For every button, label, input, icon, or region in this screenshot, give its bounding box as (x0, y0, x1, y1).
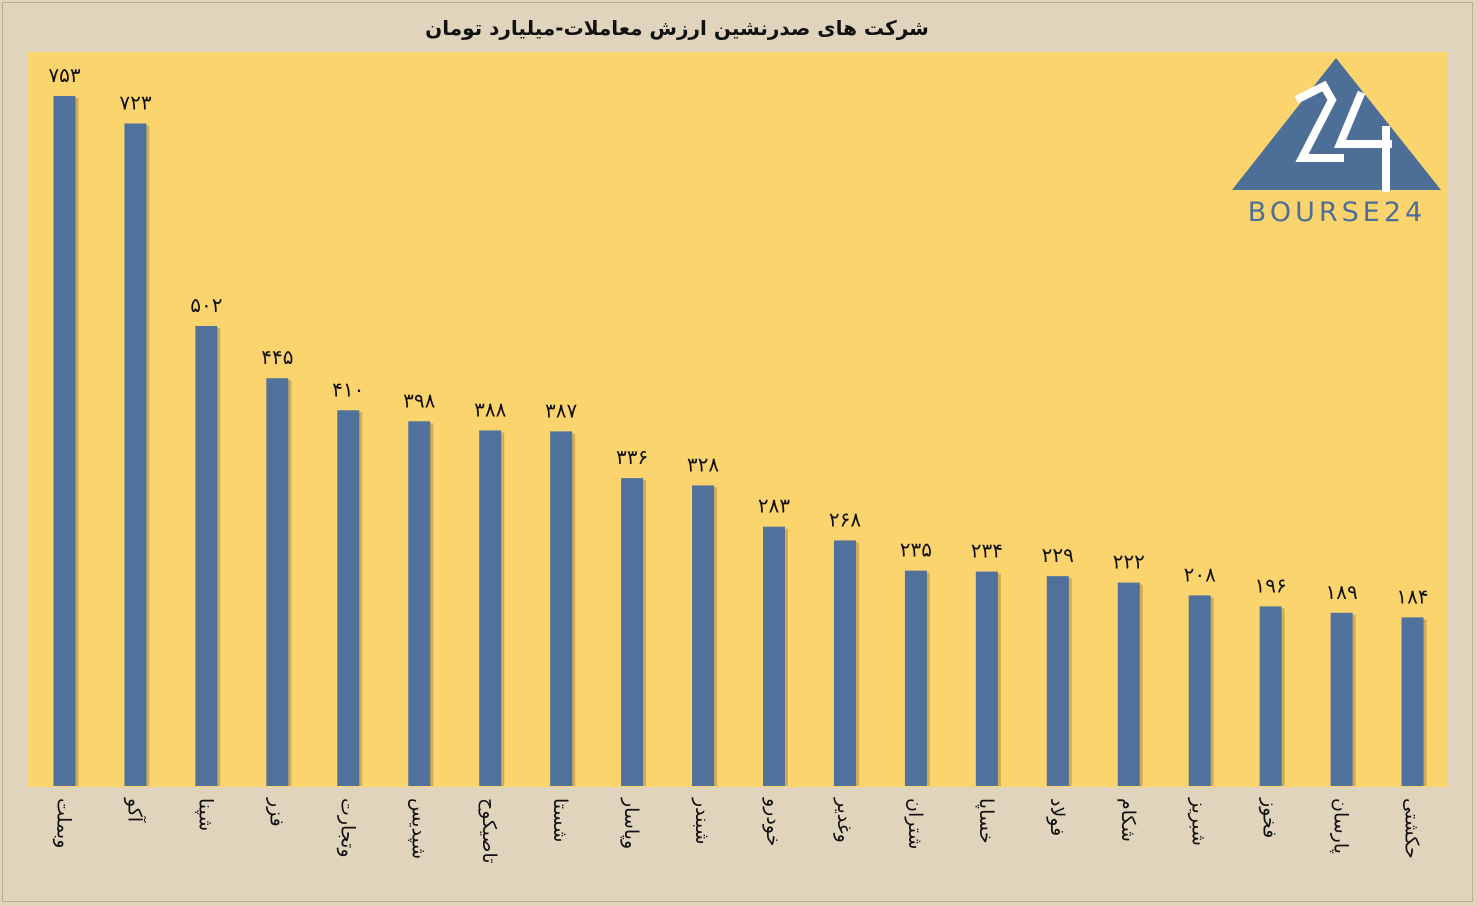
bar (621, 478, 644, 786)
bar (1259, 606, 1282, 786)
category-label: پارسان (1330, 798, 1352, 854)
bar-value-label: ۳۳۶ (616, 445, 648, 469)
bar (124, 123, 147, 786)
bar-value-label: ۴۴۵ (261, 345, 293, 369)
bar (550, 431, 573, 786)
category-label: تاصیکوح (478, 798, 500, 864)
bar-value-label: ۷۲۳ (119, 90, 151, 114)
bar-value-label: ۲۲۹ (1042, 543, 1074, 567)
bar-value-label: ۳۲۸ (687, 452, 719, 476)
bar-value-label: ۳۸۷ (545, 398, 577, 422)
bar-value-label: ۳۹۸ (403, 388, 435, 412)
chart-title: شرکت های صدرنشین ارزش معاملات-میلیارد تو… (425, 16, 929, 40)
category-label: شبریز (1188, 797, 1210, 846)
bar-value-label: ۱۸۹ (1325, 580, 1357, 604)
bar-value-label: ۲۳۴ (971, 539, 1003, 563)
category-label: وغدیر (833, 797, 855, 843)
plot-area (28, 52, 1448, 787)
bar-value-label: ۵۰۲ (190, 293, 222, 317)
bourse24-logo: BOURSE24 (1232, 58, 1441, 224)
bar (1046, 576, 1069, 786)
category-label: خساپا (975, 798, 997, 844)
bar (479, 430, 502, 786)
bar (763, 526, 785, 786)
bar (266, 378, 289, 786)
bar (408, 421, 431, 786)
bar-value-label: ۲۰۸ (1184, 562, 1216, 586)
category-label: شپدیس (407, 798, 429, 859)
bar (1330, 612, 1353, 786)
bar (1117, 582, 1140, 786)
category-label: وتجارت (336, 798, 358, 858)
bar-value-label: ۲۲۲ (1113, 550, 1145, 574)
bar-value-label: ۴۱۰ (332, 377, 364, 401)
bar-value-label: ۷۵۳ (48, 63, 80, 87)
category-label: وبملت (53, 798, 75, 848)
bar (1401, 617, 1424, 786)
bar (53, 96, 76, 786)
bar (975, 571, 998, 786)
category-label: شکام (1117, 798, 1139, 842)
category-label: شتران (904, 798, 926, 849)
bar-value-label: ۱۸۴ (1396, 584, 1428, 608)
category-label: فولاد (1046, 798, 1068, 836)
category-label: شستا (549, 798, 571, 842)
logo-wordmark: BOURSE24 (1248, 197, 1426, 224)
bar-value-label: ۲۸۳ (758, 494, 790, 518)
category-label: خودرو (762, 797, 784, 846)
bar (833, 540, 856, 786)
logo-numerals (1294, 80, 1392, 192)
bar-value-label: ۱۹۶ (1255, 573, 1287, 597)
category-label: وپاسار (620, 797, 642, 849)
category-label: فخوز (1259, 797, 1281, 838)
bar (692, 485, 715, 786)
category-label: شپنا (194, 798, 216, 831)
category-label: حکشتی (1401, 798, 1423, 859)
bar-value-label: ۳۸۸ (474, 397, 506, 421)
bar-value-label: ۲۶۸ (829, 507, 861, 531)
bar (195, 326, 218, 786)
bar (337, 410, 360, 786)
category-label: فزر (265, 797, 287, 827)
category-label: آکو (123, 797, 147, 823)
bar-value-label: ۲۳۵ (900, 538, 932, 562)
bar (1188, 595, 1211, 786)
bar (904, 570, 927, 786)
category-label: شبندر (691, 797, 713, 845)
